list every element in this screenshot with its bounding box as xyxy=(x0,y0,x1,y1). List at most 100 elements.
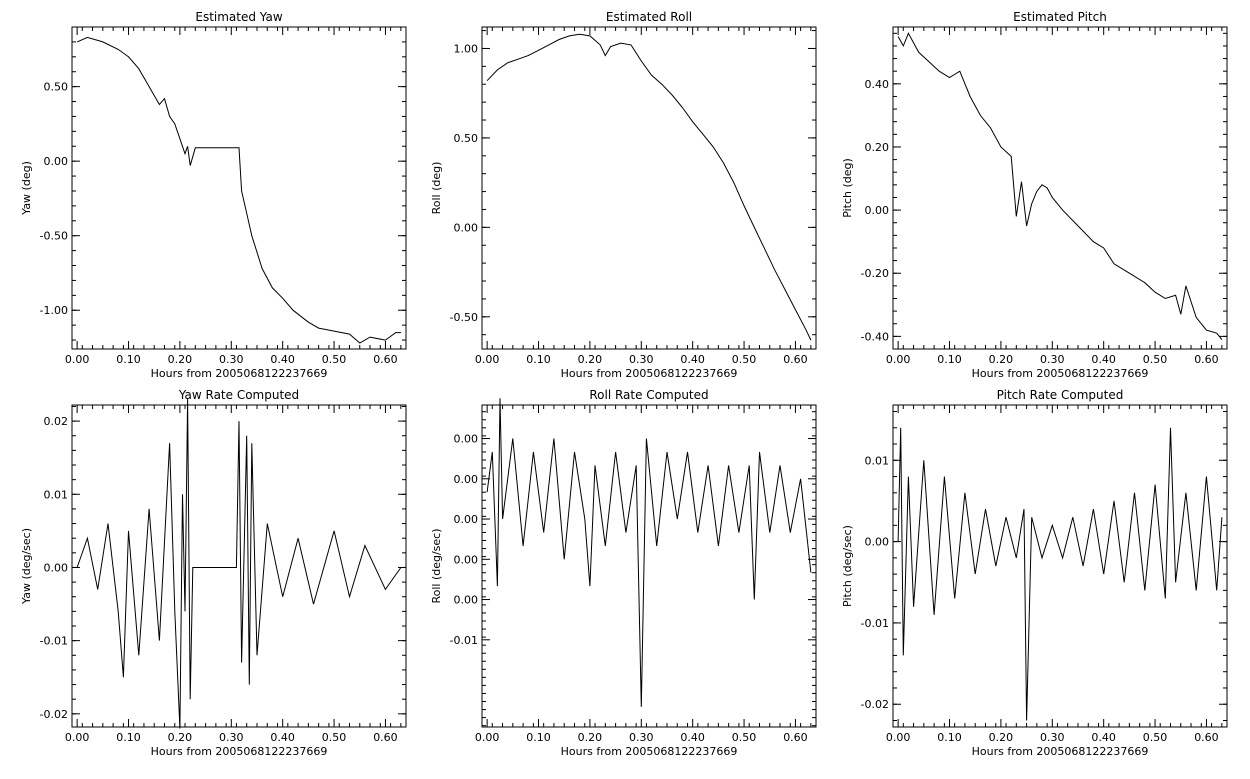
y-tick-label: 0.50 xyxy=(44,81,69,94)
x-tick-label: 0.20 xyxy=(578,353,603,366)
series-line xyxy=(897,427,1223,721)
x-tick-label: 0.60 xyxy=(373,353,398,366)
y-tick-label: 0.01 xyxy=(44,488,69,501)
x-tick-label: 0.20 xyxy=(578,731,603,744)
x-tick-label: 0.40 xyxy=(1091,353,1116,366)
x-tick-label: 0.20 xyxy=(168,731,193,744)
x-tick-label: 0.00 xyxy=(475,731,500,744)
y-tick-label: 0.02 xyxy=(44,415,69,428)
x-tick-label: 0.60 xyxy=(1194,731,1219,744)
x-tick-label: 0.50 xyxy=(732,353,757,366)
x-tick-label: 0.60 xyxy=(783,353,808,366)
y-axis-label: Yaw (deg) xyxy=(20,161,33,216)
y-tick-label: 0.00 xyxy=(865,204,890,217)
series-line xyxy=(486,33,812,341)
y-tick-label: -0.50 xyxy=(40,230,68,243)
y-axis-label: Pitch (deg/sec) xyxy=(841,525,854,607)
y-tick-label: -1.00 xyxy=(40,304,68,317)
y-tick-label: -0.02 xyxy=(861,698,889,711)
x-tick-label: 0.50 xyxy=(1143,731,1168,744)
x-tick-label: 0.50 xyxy=(322,353,347,366)
series-line xyxy=(76,36,401,344)
x-axis-label: Hours from 2005068122237669 xyxy=(151,367,328,380)
x-tick-label: 0.40 xyxy=(1091,731,1116,744)
x-tick-label: 0.10 xyxy=(526,731,551,744)
x-tick-label: 0.20 xyxy=(168,353,193,366)
chart-title: Roll Rate Computed xyxy=(589,388,708,402)
y-tick-label: 0.00 xyxy=(454,553,479,566)
y-tick-label: 0.00 xyxy=(454,221,479,234)
x-tick-label: 0.10 xyxy=(116,353,141,366)
y-tick-label: 0.50 xyxy=(454,132,479,145)
x-tick-label: 0.60 xyxy=(373,731,398,744)
panel-estimated-roll: Estimated Roll Hours from 20050681222376… xyxy=(430,10,817,380)
y-tick-label: -0.40 xyxy=(861,330,889,343)
x-axis-label: Hours from 2005068122237669 xyxy=(972,745,1149,758)
x-tick-label: 0.40 xyxy=(270,731,295,744)
series-line xyxy=(486,398,812,707)
x-tick-label: 0.30 xyxy=(219,353,244,366)
x-tick-label: 0.20 xyxy=(989,353,1014,366)
x-axis-label: Hours from 2005068122237669 xyxy=(561,367,738,380)
x-tick-label: 0.40 xyxy=(680,353,705,366)
x-tick-label: 0.50 xyxy=(1143,353,1168,366)
y-tick-label: 0.01 xyxy=(865,454,890,467)
x-tick-label: 0.10 xyxy=(937,353,962,366)
y-tick-label: 0.40 xyxy=(865,78,890,91)
chart-title: Pitch Rate Computed xyxy=(997,388,1124,402)
x-tick-label: 0.10 xyxy=(937,731,962,744)
y-tick-label: -0.02 xyxy=(40,708,68,721)
plot-frame xyxy=(71,404,407,728)
y-tick-label: 0.00 xyxy=(454,513,479,526)
y-tick-label: 0.20 xyxy=(865,141,890,154)
panel-estimated-pitch: Estimated Pitch Hours from 2005068122237… xyxy=(841,10,1228,380)
y-tick-label: -0.01 xyxy=(40,635,68,648)
y-tick-label: 0.00 xyxy=(454,594,479,607)
chart-title: Yaw Rate Computed xyxy=(178,388,299,402)
x-tick-label: 0.40 xyxy=(680,731,705,744)
x-tick-label: 0.00 xyxy=(65,353,90,366)
plot-frame xyxy=(892,404,1228,728)
series-line xyxy=(76,399,402,729)
x-tick-label: 0.50 xyxy=(732,731,757,744)
y-tick-label: 1.00 xyxy=(454,42,479,55)
x-tick-label: 0.30 xyxy=(219,731,244,744)
x-tick-label: 0.00 xyxy=(886,353,911,366)
y-tick-label: 0.00 xyxy=(454,473,479,486)
y-tick-label: 0.00 xyxy=(454,433,479,446)
chart-title: Estimated Roll xyxy=(606,10,692,24)
y-axis-label: Roll (deg/sec) xyxy=(430,528,443,603)
x-tick-label: 0.30 xyxy=(1040,353,1065,366)
y-tick-label: -0.50 xyxy=(450,311,478,324)
x-tick-label: 0.10 xyxy=(526,353,551,366)
panel-estimated-yaw: Estimated Yaw Hours from 200506812223766… xyxy=(20,10,407,380)
x-tick-label: 0.00 xyxy=(886,731,911,744)
plot-frame xyxy=(481,26,817,350)
chart-title: Estimated Pitch xyxy=(1013,10,1107,24)
x-tick-label: 0.30 xyxy=(629,353,654,366)
x-tick-label: 0.40 xyxy=(270,353,295,366)
x-tick-label: 0.60 xyxy=(1194,353,1219,366)
plot-frame xyxy=(892,26,1228,350)
x-tick-label: 0.00 xyxy=(475,353,500,366)
y-tick-label: -0.01 xyxy=(450,634,478,647)
y-axis-label: Pitch (deg) xyxy=(841,158,854,218)
x-tick-label: 0.60 xyxy=(783,731,808,744)
panel-pitch-rate: Pitch Rate Computed Hours from 200506812… xyxy=(841,388,1228,758)
y-tick-label: -0.01 xyxy=(861,617,889,630)
plot-frame xyxy=(71,26,407,350)
chart-title: Estimated Yaw xyxy=(195,10,282,24)
y-tick-label: 0.00 xyxy=(865,536,890,549)
plot-frame xyxy=(481,404,817,728)
panel-yaw-rate: Yaw Rate Computed Hours from 20050681222… xyxy=(20,388,407,758)
y-tick-label: 0.00 xyxy=(44,561,69,574)
x-tick-label: 0.00 xyxy=(65,731,90,744)
y-axis-label: Roll (deg) xyxy=(430,162,443,215)
y-axis-label: Yaw (deg/sec) xyxy=(20,528,33,605)
y-tick-label: 0.00 xyxy=(44,155,69,168)
x-tick-label: 0.50 xyxy=(322,731,347,744)
x-tick-label: 0.10 xyxy=(116,731,141,744)
y-tick-label: -0.20 xyxy=(861,267,889,280)
x-tick-label: 0.20 xyxy=(989,731,1014,744)
